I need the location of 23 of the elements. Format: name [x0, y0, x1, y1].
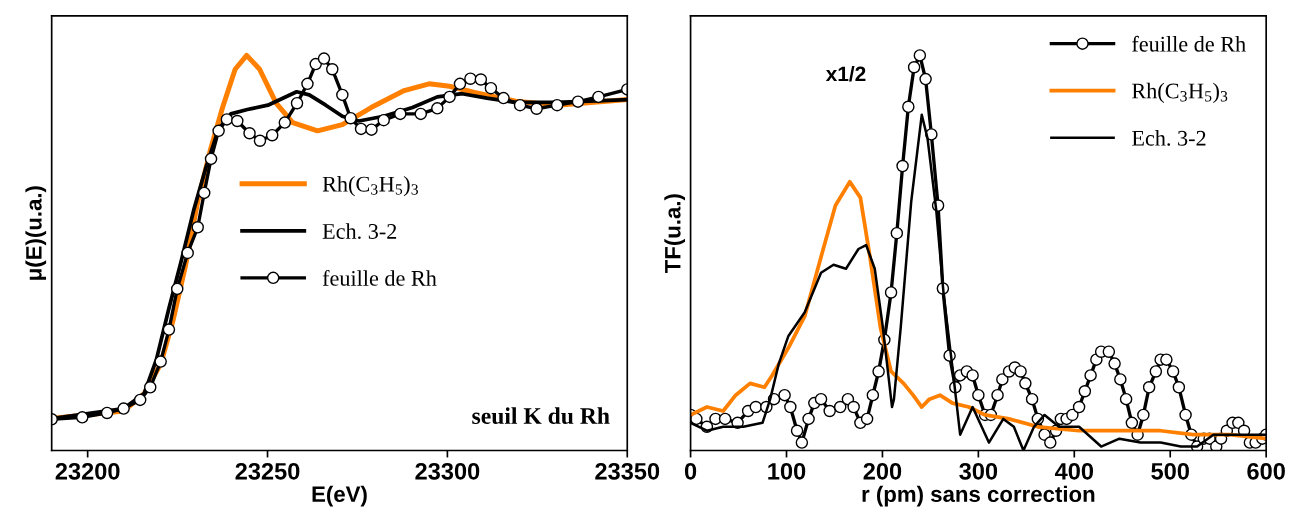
legend-label: feuille de Rh: [1132, 35, 1246, 52]
annotation: x1/2: [825, 66, 866, 82]
x-tick-label: 0: [684, 462, 697, 480]
annotation: seuil K du Rh: [472, 407, 610, 425]
x-tick-label: 200: [863, 462, 902, 480]
legend-label: Rh(C$_{3}$H$_{5}$)$_{3}$: [322, 176, 418, 197]
legend-label: Rh(C$_{3}$H$_{5}$)$_{3}$: [1132, 82, 1228, 104]
legend-label: feuille de Rh: [322, 270, 437, 286]
x-tick-label: 100: [768, 462, 806, 480]
x-axis-title: r (pm) sans correction: [862, 485, 1095, 507]
x-tick-label: 23200: [55, 462, 120, 480]
legend-label: Ech. 3-2: [1132, 130, 1206, 146]
x-tick-label: 23350: [595, 462, 660, 480]
legend-label: Ech. 3-2: [322, 223, 397, 240]
x-axis-title: E(eV): [312, 485, 367, 507]
x-tick-label: 600: [1247, 462, 1285, 480]
y-axis-title: TF(u.a.): [664, 194, 686, 274]
x-tick-label: 23250: [235, 462, 300, 480]
x-tick-label: 500: [1151, 462, 1189, 480]
x-tick-label: 400: [1054, 462, 1094, 480]
x-tick-label: 300: [959, 462, 998, 480]
y-axis-title: μ(E)(u.a.): [25, 186, 47, 280]
x-tick-label: 23300: [415, 462, 480, 480]
